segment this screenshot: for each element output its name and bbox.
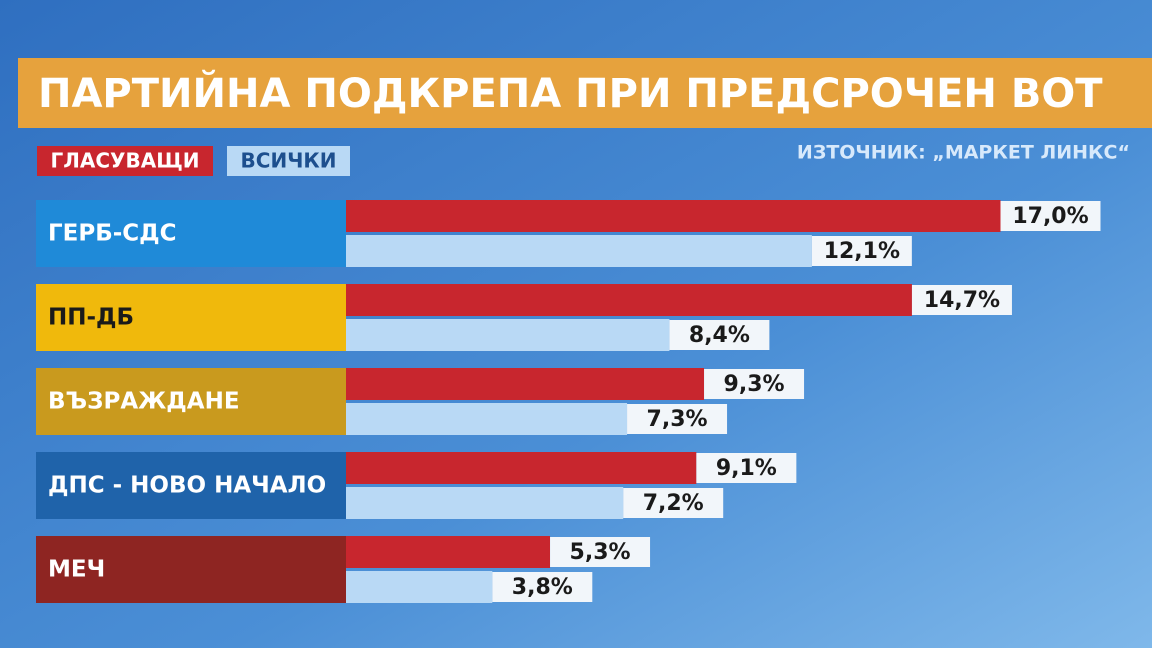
bar (346, 487, 624, 519)
category-label: ПП-ДБ (48, 305, 134, 331)
bar (346, 452, 697, 484)
value-label: 7,2% (643, 491, 704, 516)
value-label-box (811, 236, 912, 266)
legend-swatch (227, 146, 350, 176)
category-label: МЕЧ (48, 557, 105, 583)
category-box (36, 452, 346, 519)
bar (346, 403, 628, 435)
value-label-box (550, 537, 651, 567)
value-label-box (911, 285, 1012, 315)
value-label-box (669, 320, 770, 350)
value-label-box (696, 453, 797, 483)
bar (346, 235, 812, 267)
source: ИЗТОЧНИК: „МАРКЕТ ЛИНКС“ (797, 142, 1130, 164)
value-label-box (1000, 201, 1101, 231)
value-label: 3,8% (512, 575, 573, 600)
legend-label: ВСИЧКИ (241, 149, 337, 173)
category-label: ДПС - НОВО НАЧАЛО (48, 473, 326, 499)
legend-swatch (37, 146, 213, 176)
category-box (36, 368, 346, 435)
value-label: 7,3% (647, 407, 708, 432)
value-label-box (492, 572, 593, 602)
category-box (36, 200, 346, 267)
title-banner (18, 58, 1152, 128)
chart-title: ПАРТИЙНА ПОДКРЕПА ПРИ ПРЕДСРОЧЕН ВОТ (38, 69, 1103, 117)
value-label: 9,1% (716, 456, 777, 481)
category-label: ВЪЗРАЖДАНЕ (48, 389, 240, 415)
bar (346, 284, 912, 316)
bar (346, 368, 705, 400)
bar (346, 319, 670, 351)
bar (346, 200, 1001, 232)
value-label: 12,1% (824, 239, 900, 264)
value-label: 17,0% (1012, 204, 1088, 229)
value-label-box (623, 488, 724, 518)
bar (346, 571, 493, 603)
bar (346, 536, 551, 568)
category-box (36, 284, 346, 351)
value-label: 14,7% (924, 288, 1000, 313)
value-label: 5,3% (570, 540, 631, 565)
value-label: 9,3% (724, 372, 785, 397)
legend-label: ГЛАСУВАЩИ (51, 149, 200, 173)
value-label: 8,4% (689, 323, 750, 348)
category-box (36, 536, 346, 603)
value-label-box (627, 404, 728, 434)
value-label-box (704, 369, 805, 399)
category-label: ГЕРБ-СДС (48, 221, 177, 247)
